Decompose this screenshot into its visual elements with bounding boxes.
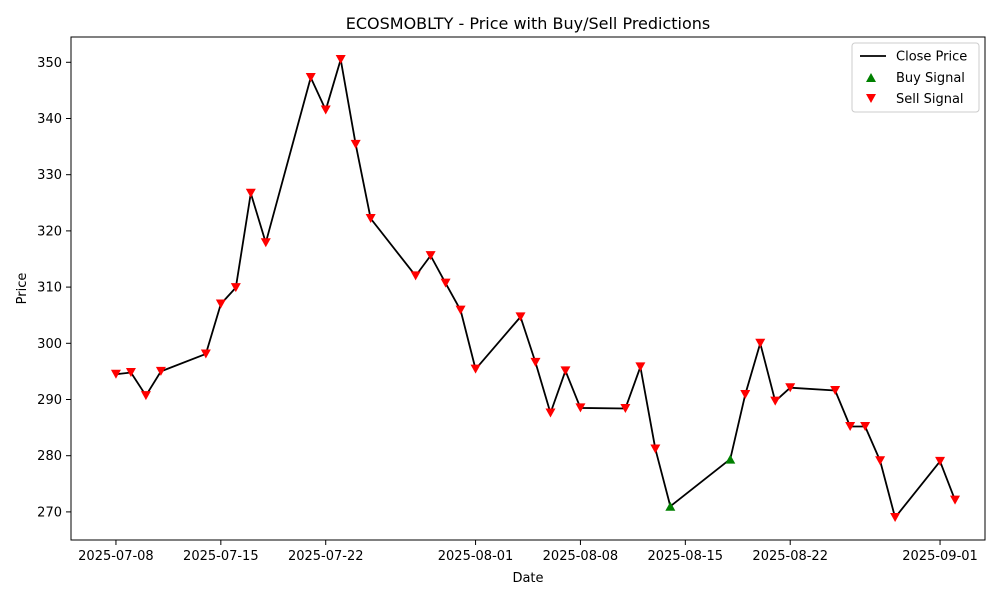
y-tick-label: 320 <box>37 224 62 239</box>
x-tick-label: 2025-07-22 <box>288 549 364 564</box>
y-tick-label: 350 <box>37 56 62 71</box>
legend-buy-signal: Buy Signal <box>896 71 965 86</box>
sell-signal-marker <box>950 495 961 505</box>
x-tick-label: 2025-09-01 <box>902 549 978 564</box>
sell-signal-marker <box>140 391 151 401</box>
sell-signal-marker <box>425 251 436 261</box>
sell-signal-marker <box>845 421 856 431</box>
sell-signal-marker <box>335 54 346 64</box>
sell-signal-marker <box>110 369 121 379</box>
legend: Close Price Buy Signal Sell Signal <box>851 42 980 113</box>
sell-signal-marker <box>860 421 871 431</box>
x-tick-label: 2025-08-22 <box>752 549 828 564</box>
sell-signal-marker <box>785 383 796 393</box>
x-axis-title: Date <box>512 571 543 586</box>
y-tick-label: 330 <box>37 168 62 183</box>
x-tick-label: 2025-07-08 <box>78 549 154 564</box>
sell-signal-marker <box>320 105 331 115</box>
x-tick-label: 2025-08-08 <box>543 549 619 564</box>
sell-signal-marker <box>935 456 946 466</box>
y-tick-label: 310 <box>37 281 62 296</box>
x-tick-label: 2025-08-01 <box>438 549 514 564</box>
y-tick-label: 270 <box>37 505 62 520</box>
y-axis-title: Price <box>15 273 30 305</box>
axes-frame <box>70 36 986 541</box>
x-tick-label: 2025-07-15 <box>183 549 259 564</box>
sell-signal-marker <box>350 139 361 149</box>
y-tick-label: 290 <box>37 393 62 408</box>
x-tick-label: 2025-08-15 <box>648 549 724 564</box>
sell-signal-marker <box>125 368 136 378</box>
sell-signal-marker <box>515 312 526 322</box>
sell-signal-marker <box>470 364 481 374</box>
sell-signal-marker <box>245 188 256 198</box>
legend-close-price: Close Price <box>896 50 967 65</box>
sell-signal-marker <box>545 408 556 418</box>
sell-signal-marker <box>755 338 766 348</box>
sell-signal-marker <box>650 444 661 454</box>
sell-signal-marker <box>200 349 211 359</box>
sell-signal-marker <box>215 299 226 309</box>
legend-buy-marker <box>866 73 876 82</box>
sell-signal-marker <box>230 283 241 293</box>
sell-signal-marker <box>770 396 781 406</box>
sell-signal-marker <box>260 238 271 248</box>
sell-signal-marker <box>365 214 376 224</box>
buy-signal-marker <box>665 501 676 511</box>
sell-signal-marker <box>575 403 586 413</box>
y-tick-label: 280 <box>37 449 62 464</box>
close-price-line <box>115 58 956 519</box>
sell-signal-marker <box>305 72 316 82</box>
buy-signal-marker <box>725 454 736 464</box>
sell-signal-marker <box>635 362 646 372</box>
sell-signal-marker <box>875 456 886 466</box>
sell-signal-marker <box>620 403 631 413</box>
sell-signal-marker <box>560 366 571 376</box>
sell-signal-marker <box>830 386 841 396</box>
sell-signal-marker <box>455 305 466 315</box>
plot-area: 2025-07-08 2025-07-15 2025-07-22 2025-08-01… <box>37 54 978 564</box>
legend-sell-signal: Sell Signal <box>896 92 964 107</box>
legend-sell-marker <box>866 94 876 103</box>
sell-signal-marker <box>410 271 421 281</box>
sell-signal-marker <box>530 357 541 367</box>
sell-signal-marker <box>440 278 451 288</box>
y-tick-label: 340 <box>37 112 62 127</box>
sell-signal-marker <box>890 513 901 523</box>
sell-signal-marker <box>155 366 166 376</box>
y-tick-label: 300 <box>37 337 62 352</box>
chart-title: ECOSMOBLTY - Price with Buy/Sell Predict… <box>346 14 711 33</box>
sell-signal-marker <box>740 389 751 399</box>
legend-box <box>851 42 980 113</box>
